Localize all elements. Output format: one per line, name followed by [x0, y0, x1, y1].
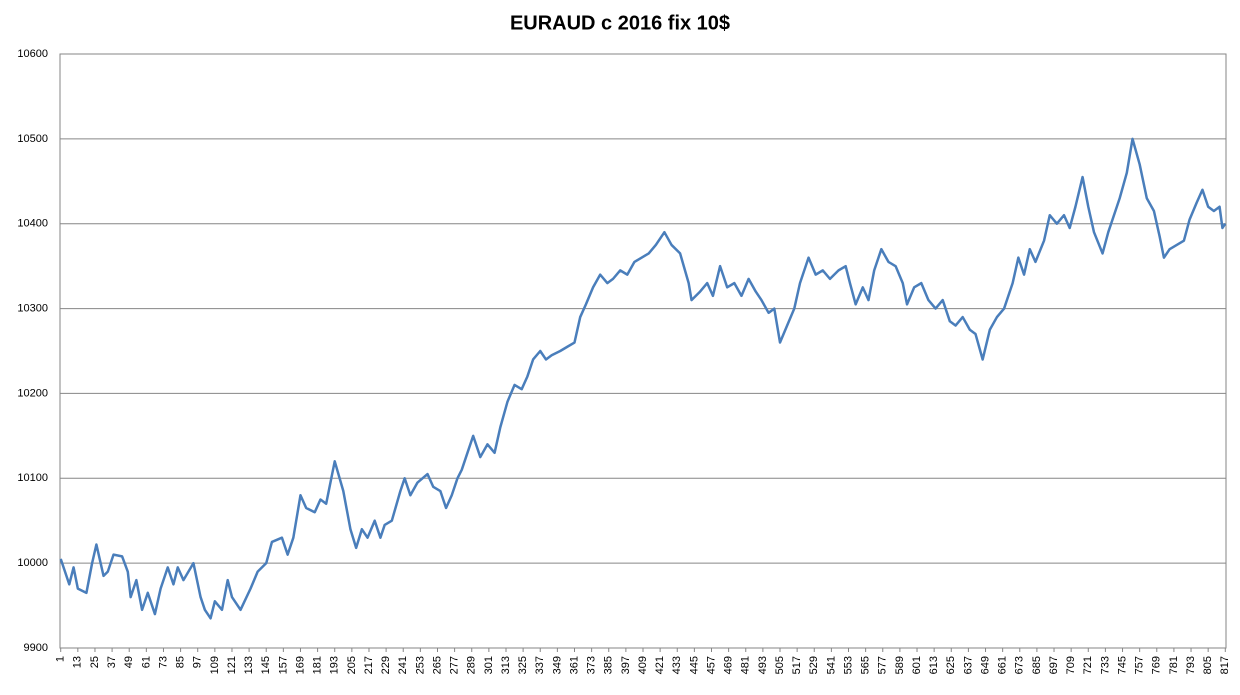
y-tick-label: 10600 — [17, 48, 48, 60]
x-tick-label: 373 — [586, 656, 598, 674]
x-tick-label: 793 — [1185, 656, 1197, 674]
x-tick-label: 493 — [757, 656, 769, 674]
x-tick-label: 589 — [894, 656, 906, 674]
x-tick-label: 121 — [226, 656, 238, 674]
x-tick-label: 697 — [1048, 656, 1060, 674]
x-tick-label: 505 — [774, 656, 786, 674]
x-tick-label: 637 — [962, 656, 974, 674]
x-tick-label: 457 — [705, 656, 717, 674]
x-tick-label: 553 — [842, 656, 854, 674]
y-tick-label: 10300 — [17, 302, 48, 314]
x-tick-label: 601 — [911, 656, 923, 674]
x-tick-label: 709 — [1065, 656, 1077, 674]
x-tick-label: 733 — [1099, 656, 1111, 674]
x-tick-label: 409 — [637, 656, 649, 674]
x-tick-label: 577 — [877, 656, 889, 674]
y-tick-label: 9900 — [24, 642, 48, 654]
x-tick-label: 397 — [620, 656, 632, 674]
x-tick-label: 253 — [414, 656, 426, 674]
x-tick-label: 661 — [997, 656, 1009, 674]
x-tick-label: 541 — [825, 656, 837, 674]
x-tick-label: 217 — [363, 656, 375, 674]
x-tick-label: 769 — [1151, 656, 1163, 674]
x-tick-label: 421 — [654, 656, 666, 674]
plot-border — [59, 53, 1227, 649]
x-tick-label: 61 — [140, 656, 152, 668]
x-tick-label: 277 — [449, 656, 461, 674]
x-tick-label: 805 — [1202, 656, 1214, 674]
x-tick-label: 361 — [568, 656, 580, 674]
x-tick-label: 649 — [979, 656, 991, 674]
x-tick-label: 301 — [483, 656, 495, 674]
x-tick-label: 97 — [192, 656, 204, 668]
x-tick-label: 1 — [55, 656, 67, 662]
x-tick-label: 25 — [89, 656, 101, 668]
x-tick-label: 433 — [671, 656, 683, 674]
x-tick-label: 481 — [740, 656, 752, 674]
x-tick-label: 673 — [1014, 656, 1026, 674]
x-tick-label: 469 — [723, 656, 735, 674]
y-tick-label: 10200 — [17, 387, 48, 399]
x-tick-label: 565 — [860, 656, 872, 674]
x-tick-label: 289 — [466, 656, 478, 674]
x-tick-label: 157 — [277, 656, 289, 674]
x-tick-label: 313 — [500, 656, 512, 674]
x-tick-label: 349 — [551, 656, 563, 674]
x-tick-label: 169 — [294, 656, 306, 674]
x-tick-label: 325 — [517, 656, 529, 674]
x-tick-label: 685 — [1031, 656, 1043, 674]
x-tick-label: 13 — [72, 656, 84, 668]
y-tick-label: 10400 — [17, 218, 48, 230]
x-tick-label: 181 — [312, 656, 324, 674]
x-tick-label: 133 — [243, 656, 255, 674]
x-tick-label: 49 — [123, 656, 135, 668]
x-tick-label: 781 — [1168, 656, 1180, 674]
x-tick-label: 337 — [534, 656, 546, 674]
x-tick-label: 625 — [945, 656, 957, 674]
x-tick-label: 145 — [260, 656, 272, 674]
x-tick-label: 229 — [380, 656, 392, 674]
x-tick-label: 529 — [808, 656, 820, 674]
line-series — [59, 137, 1227, 620]
x-tick-label: 517 — [791, 656, 803, 674]
x-tick-label: 73 — [157, 656, 169, 668]
x-tick-label: 265 — [431, 656, 443, 674]
x-tick-label: 745 — [1116, 656, 1128, 674]
x-tick-label: 109 — [209, 656, 221, 674]
x-tick-label: 205 — [346, 656, 358, 674]
y-tick-label: 10500 — [17, 133, 48, 145]
x-tick-label: 613 — [928, 656, 940, 674]
x-tick-label: 757 — [1134, 656, 1146, 674]
y-tick-label: 10000 — [17, 557, 48, 569]
x-tick-label: 193 — [329, 656, 341, 674]
x-tick-label: 85 — [175, 656, 187, 668]
x-tick-label: 37 — [106, 656, 118, 668]
y-tick-label: 10100 — [17, 472, 48, 484]
x-tick-label: 721 — [1082, 656, 1094, 674]
x-tick-label: 241 — [397, 656, 409, 674]
x-tick-label: 385 — [603, 656, 615, 674]
chart-title: EURAUD c 2016 fix 10$ — [510, 12, 730, 34]
x-tick-label: 445 — [688, 656, 700, 674]
x-tick-label: 817 — [1219, 656, 1231, 674]
